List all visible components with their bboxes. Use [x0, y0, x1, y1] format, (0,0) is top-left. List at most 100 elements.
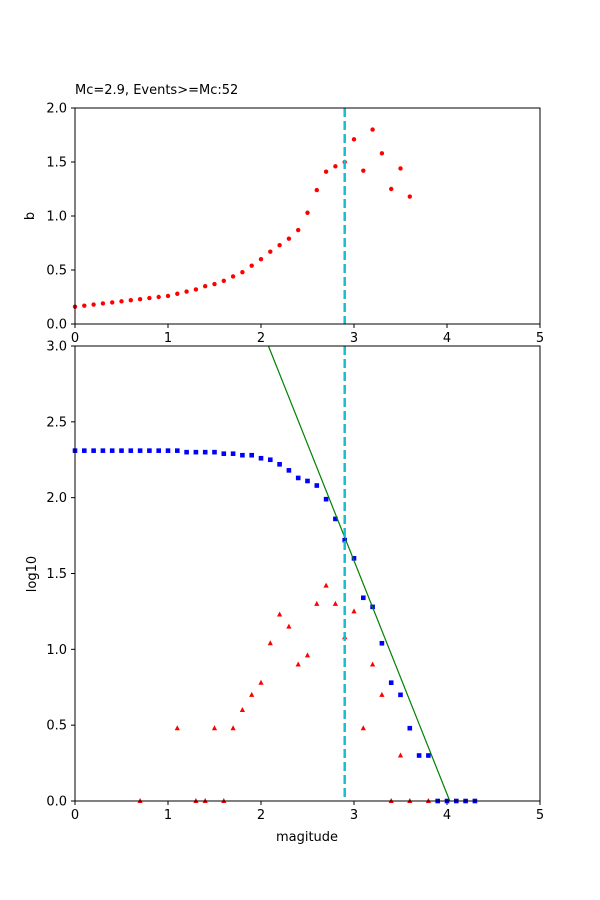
y-tick-label: 0.5 — [46, 264, 67, 279]
cumulative-point — [379, 640, 385, 646]
cumulative-point — [221, 451, 227, 456]
noncumulative-point — [239, 707, 245, 712]
b-value-point — [240, 269, 245, 275]
b-value-points — [72, 127, 412, 309]
cumulative-point — [258, 455, 264, 461]
cumulative-point — [193, 449, 199, 455]
b-panel-ticks: 0 1 2 3 4 5 0.0 0.5 1.0 1.5 2.0 — [46, 102, 544, 347]
cumulative-point — [388, 680, 394, 685]
y-tick-label: 2.0 — [46, 102, 67, 117]
cumulative-point — [407, 725, 413, 731]
y-tick-label: 2.5 — [46, 415, 67, 430]
b-value-point — [407, 194, 412, 199]
fmd-points — [72, 448, 478, 804]
frequency-magnitude-panel: 0 1 2 3 4 5 0.0 0.5 1.0 1.5 2.0 2.5 3.0 log10 magitu… — [25, 340, 544, 846]
noncumulative-point — [295, 661, 301, 667]
x-tick-label: 5 — [536, 331, 544, 346]
b-value-point — [286, 236, 292, 241]
b-panel-title: Mc=2.9, Events>=Mc:52 — [75, 83, 238, 98]
y-tick-label: 1.5 — [46, 567, 67, 582]
y-tick-label: 1.0 — [46, 210, 67, 225]
y-tick-label: 0.5 — [46, 719, 67, 734]
b-value-point — [184, 289, 189, 294]
cumulative-point — [165, 448, 171, 453]
noncumulative-point — [174, 725, 180, 731]
cumulative-point — [184, 449, 189, 455]
noncumulative-point — [277, 611, 283, 617]
y-tick-label: 3.0 — [46, 340, 67, 355]
b-value-point — [91, 302, 96, 307]
fmd-panel-ylabel: log10 — [25, 556, 40, 592]
b-value-point — [203, 284, 208, 289]
cumulative-point — [212, 449, 217, 455]
cumulative-point — [286, 468, 292, 473]
b-value-point — [175, 291, 180, 296]
cumulative-point — [323, 496, 329, 502]
gr-fit-line — [267, 345, 451, 802]
noncumulative-point — [332, 600, 338, 606]
b-value-point — [212, 281, 217, 287]
noncumulative-point — [323, 582, 329, 588]
x-tick-label: 0 — [71, 331, 79, 346]
fmd-panel-frame — [74, 345, 541, 802]
cumulative-point — [128, 448, 134, 453]
b-value-point — [193, 287, 199, 292]
noncumulative-point — [267, 640, 273, 646]
b-value-point — [398, 166, 403, 171]
cumulative-point — [426, 753, 431, 758]
cumulative-point — [240, 452, 245, 458]
y-tick-label: 0.0 — [46, 795, 67, 810]
y-tick-label: 2.0 — [46, 491, 67, 506]
b-value-point — [305, 210, 310, 215]
x-tick-label: 4 — [443, 331, 451, 346]
b-panel-frame — [74, 107, 541, 325]
cumulative-point — [147, 448, 152, 453]
b-value-point — [230, 274, 236, 279]
b-value-panel: Mc=2.9, Events>=Mc:52 0 1 2 3 4 5 0.0 0.5 1.0 1.5… — [23, 83, 544, 346]
b-panel-ylabel: b — [23, 212, 38, 220]
cumulative-point — [100, 448, 106, 453]
b-value-point — [249, 263, 254, 268]
cumulative-point — [398, 692, 403, 698]
noncumulative-point — [249, 691, 255, 697]
b-value-point — [351, 137, 357, 142]
y-tick-label: 1.0 — [46, 643, 67, 658]
x-tick-label: 3 — [350, 808, 358, 823]
b-value-point — [389, 186, 394, 192]
noncumulative-point — [230, 725, 236, 731]
b-value-point — [258, 257, 264, 262]
b-value-point — [165, 293, 171, 299]
cumulative-point — [156, 448, 161, 453]
x-tick-label: 1 — [164, 808, 172, 823]
b-value-point — [100, 301, 106, 306]
x-tick-label: 2 — [257, 331, 265, 346]
cumulative-point — [249, 452, 254, 458]
y-tick-label: 1.5 — [46, 156, 67, 171]
cumulative-point — [295, 475, 301, 481]
cumulative-point — [230, 451, 236, 456]
cumulative-point — [305, 478, 310, 484]
x-tick-label: 1 — [164, 331, 172, 346]
cumulative-point — [277, 462, 282, 467]
b-value-point — [314, 187, 319, 193]
b-value-point — [379, 151, 385, 156]
x-tick-label: 2 — [257, 808, 265, 823]
b-value-point — [82, 303, 87, 308]
b-value-point — [277, 242, 282, 248]
cumulative-point — [351, 556, 357, 561]
cumulative-point — [314, 483, 320, 488]
b-value-point — [323, 169, 329, 174]
b-value-point — [137, 296, 143, 302]
b-value-point — [119, 299, 124, 304]
cumulative-point — [82, 448, 87, 453]
y-tick-label: 0.0 — [46, 318, 67, 333]
cumulative-point — [333, 516, 338, 522]
b-value-point — [110, 300, 115, 305]
cumulative-point — [361, 595, 366, 601]
b-value-point — [370, 127, 375, 132]
b-value-point — [128, 298, 133, 303]
noncumulative-point — [379, 691, 385, 697]
cumulative-point — [109, 448, 115, 453]
